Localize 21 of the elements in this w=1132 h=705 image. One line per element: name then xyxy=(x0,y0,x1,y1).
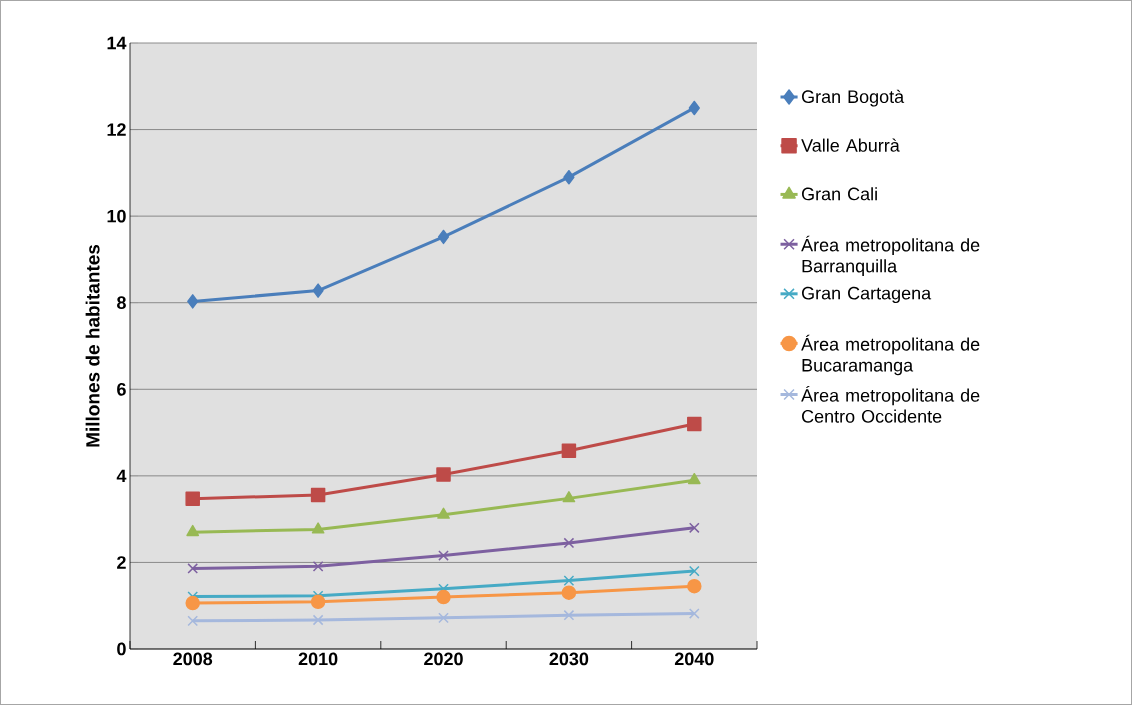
x-tick-label: 2030 xyxy=(549,652,589,666)
y-tick-label: 6 xyxy=(117,382,126,396)
legend-label: Gran Bogotà xyxy=(802,89,905,107)
y-tick-label: 0 xyxy=(117,642,126,656)
legend-label: Valle Aburrà xyxy=(801,138,900,152)
y-tick-label: 2 xyxy=(117,556,126,569)
y-tick-label: 8 xyxy=(117,296,126,310)
legend-label: Gran Cali xyxy=(802,187,877,201)
y-tick-label: 4 xyxy=(116,469,127,483)
legend-label: Gran Cartagena xyxy=(802,286,932,304)
legend-label: Área metropolitana de Barranquilla xyxy=(801,235,980,277)
x-tick-label: 2010 xyxy=(298,652,338,666)
x-tick-label: 2020 xyxy=(424,652,463,666)
legend-label: Área metropolitana de Bucaramanga xyxy=(801,334,980,376)
y-axis-title: Millones de habitantes xyxy=(85,244,100,447)
y-tick-label: 10 xyxy=(107,209,126,223)
x-tick-label: 2040 xyxy=(674,652,714,666)
y-tick-label: 14 xyxy=(107,36,127,50)
x-tick-label: 2008 xyxy=(173,652,213,666)
y-tick-label: 12 xyxy=(107,123,126,136)
legend-label: Área metropolitana de Centro Occidente xyxy=(801,385,980,423)
